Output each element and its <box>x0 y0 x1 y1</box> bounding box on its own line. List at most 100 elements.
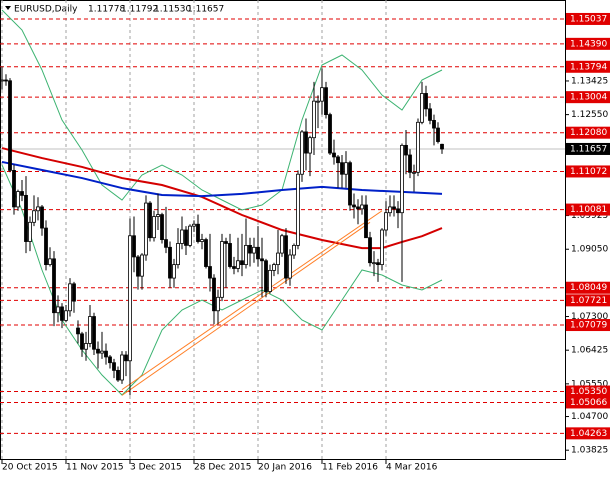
candle-body <box>328 114 332 154</box>
indicator-line <box>121 210 383 391</box>
candle-body <box>52 258 56 314</box>
candle-body <box>180 229 184 244</box>
candle-body <box>316 100 320 103</box>
candle-body <box>100 350 104 354</box>
y-tick-label: 1.12550 <box>571 110 608 120</box>
level-label: 1.14390 <box>570 39 607 49</box>
candle-body <box>416 121 420 173</box>
candle-body <box>116 369 120 381</box>
y-tick-label: 1.07300 <box>571 312 608 322</box>
level-box <box>566 281 610 294</box>
candle-body <box>184 229 188 246</box>
candle-body <box>312 100 316 139</box>
y-tick-label: 1.13425 <box>571 76 608 86</box>
x-tick-label: 11 Feb 2016 <box>322 463 378 473</box>
indicator-line <box>1 147 443 250</box>
candle-body <box>308 137 312 154</box>
candle-body <box>128 235 132 362</box>
candle-body <box>356 206 360 210</box>
candle-body <box>12 169 16 208</box>
candle-body <box>324 87 328 116</box>
level-label: 1.10081 <box>570 205 607 215</box>
level-label: 1.07721 <box>570 296 607 306</box>
candle-body <box>200 239 204 242</box>
current-box <box>566 142 610 155</box>
candle-body <box>120 354 124 381</box>
x-tick-label: 28 Dec 2015 <box>194 463 252 473</box>
candle-body <box>252 246 256 254</box>
candle-body <box>408 154 412 173</box>
quote-low: 1.11530 <box>154 5 191 15</box>
level-label: 1.05350 <box>570 387 607 397</box>
candle-body <box>424 93 428 110</box>
candle-body <box>276 252 280 266</box>
y-tick-label: 1.09050 <box>571 245 608 255</box>
candle-body <box>144 202 148 256</box>
y-tick-label: 1.03825 <box>571 446 608 456</box>
candle-body <box>404 144 408 156</box>
candle-body <box>188 225 192 246</box>
quote-open: 1.11778 <box>88 5 125 15</box>
candle-body <box>428 108 432 121</box>
candle-body <box>232 266 236 269</box>
level-box <box>566 385 610 398</box>
x-tick-label: 11 Nov 2015 <box>66 463 124 473</box>
level-label: 1.04263 <box>570 429 607 439</box>
candle-body <box>376 262 380 266</box>
candle-body <box>440 143 444 150</box>
y-tick-label: 1.09925 <box>571 211 608 221</box>
candle-body <box>148 202 152 239</box>
level-box <box>566 60 610 73</box>
current-label: 1.11657 <box>570 144 607 154</box>
candle-body <box>396 208 400 214</box>
candle-body <box>240 260 244 266</box>
candle-body <box>60 306 64 321</box>
candle-body <box>364 204 368 239</box>
candle-body <box>432 119 436 129</box>
candle-body <box>0 79 4 82</box>
x-tick-label: 20 Oct 2015 <box>2 463 58 473</box>
candle-body <box>344 162 348 175</box>
quote-close: 1.11657 <box>187 5 224 15</box>
indicator-line <box>1 164 443 396</box>
level-box <box>566 319 610 332</box>
candle-body <box>412 171 416 174</box>
candle-body <box>56 306 60 314</box>
candle-body <box>136 256 140 277</box>
candle-body <box>20 191 24 196</box>
chart-title: EURUSD,Daily <box>14 5 78 15</box>
candle-body <box>236 260 240 269</box>
candle-body <box>292 244 296 256</box>
candle-body <box>36 206 40 212</box>
candle-body <box>48 258 52 266</box>
candle-body <box>64 310 68 321</box>
level-label: 1.13794 <box>570 62 607 72</box>
candle-body <box>392 206 396 210</box>
candle-body <box>204 239 208 267</box>
candle-body <box>372 262 376 265</box>
candle-body <box>152 216 156 239</box>
level-label: 1.13004 <box>570 93 607 103</box>
quote-high: 1.11792 <box>121 5 158 15</box>
candle-body <box>40 206 44 229</box>
candle-body <box>76 327 80 335</box>
candle-body <box>160 214 164 241</box>
candle-body <box>420 93 424 123</box>
candle-body <box>272 264 276 271</box>
candle-body <box>336 156 340 164</box>
x-tick-label: 3 Dec 2015 <box>130 463 182 473</box>
candle-body <box>172 264 176 279</box>
candle-body <box>164 239 168 248</box>
candle-body <box>28 221 32 242</box>
level-box <box>566 165 610 178</box>
candle-body <box>256 246 260 260</box>
candle-body <box>352 204 356 208</box>
x-tick-label: 20 Jan 2016 <box>258 463 312 473</box>
candle-body <box>284 235 288 279</box>
candle-body <box>228 243 232 267</box>
candle-body <box>264 260 268 292</box>
level-box <box>566 91 610 104</box>
candle-body <box>80 333 84 350</box>
candle-body <box>268 269 272 292</box>
menu-arrow <box>5 6 11 10</box>
